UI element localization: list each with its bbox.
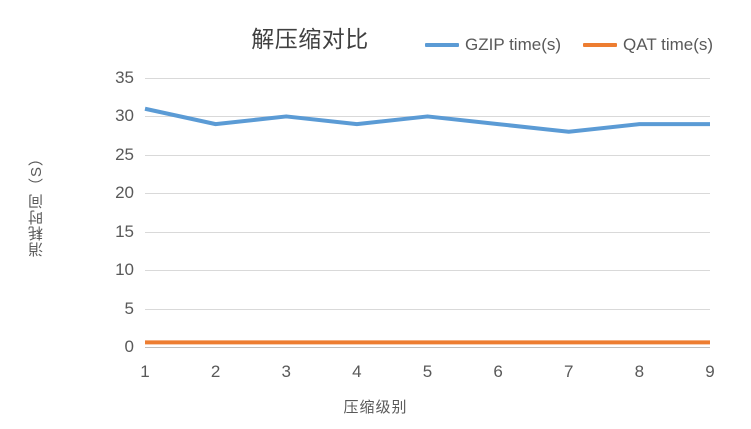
- x-tick-label: 3: [281, 362, 291, 381]
- x-axis-tick-labels: 1 2 3 4 5 6 7 8 9: [140, 362, 714, 386]
- x-tick-label: 9: [705, 362, 715, 381]
- legend-label: QAT time(s): [623, 35, 714, 54]
- x-tick-label: 1: [140, 362, 150, 381]
- legend-label: GZIP time(s): [465, 35, 562, 54]
- x-tick-label: 8: [634, 362, 645, 381]
- chart-legend: GZIP time(s) QAT time(s): [425, 33, 713, 57]
- x-tick-label: 2: [210, 362, 221, 381]
- gridline: [145, 308, 710, 310]
- y-tick-label: 0: [124, 337, 134, 356]
- x-tick-label: 4: [352, 362, 362, 381]
- x-tick-label: 6: [493, 362, 503, 381]
- y-tick-label: 10: [115, 260, 134, 280]
- legend-item-qat[interactable]: QAT time(s): [583, 35, 713, 55]
- x-axis-line: [145, 347, 710, 348]
- chart-title: 解压缩对比: [251, 26, 369, 52]
- gridline: [145, 231, 710, 233]
- line-swatch-icon: [583, 43, 618, 47]
- y-axis-tick-labels: 0 5 10 15 20 25 30 35: [88, 68, 134, 356]
- gridline: [145, 270, 710, 272]
- legend-item-gzip[interactable]: GZIP time(s): [425, 35, 561, 55]
- y-tick-label: 20: [115, 183, 134, 203]
- line-swatch-icon: [425, 43, 459, 47]
- series-line: [144, 106, 710, 134]
- y-tick-label: 15: [115, 221, 134, 241]
- gridline: [145, 154, 710, 156]
- gridline: [145, 193, 710, 195]
- y-tick-label: 30: [115, 106, 134, 126]
- plot-area: [144, 78, 710, 348]
- x-tick-label: 7: [564, 362, 574, 381]
- y-tick-label: 25: [115, 144, 134, 164]
- x-axis-title: 压缩级别: [343, 399, 408, 416]
- x-tick-label: 5: [422, 362, 433, 381]
- y-tick-label: 5: [124, 298, 134, 318]
- y-axis-title: 消耗时间（S）: [28, 150, 45, 258]
- series-layer: [144, 106, 710, 345]
- y-tick-label: 35: [115, 68, 134, 87]
- gridline: [145, 78, 710, 79]
